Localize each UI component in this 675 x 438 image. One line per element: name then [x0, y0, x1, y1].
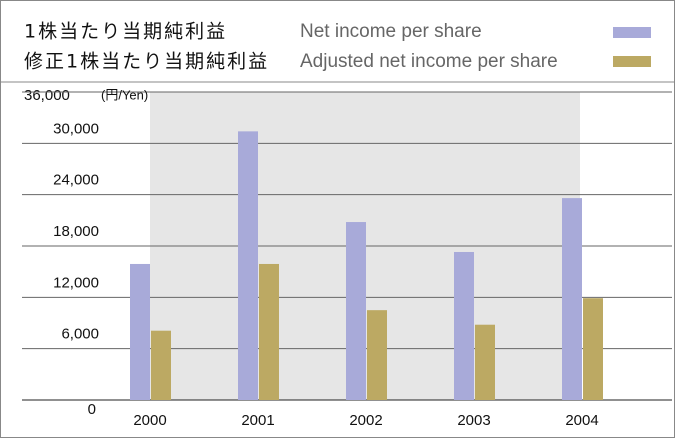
x-tick-label: 2003: [457, 412, 490, 429]
bar: [583, 298, 603, 400]
bar: [454, 251, 474, 400]
y-unit-label: (円/Yen): [101, 87, 148, 102]
bar: [259, 263, 279, 400]
bar: [130, 263, 150, 400]
y-tick-label: 12,000: [53, 274, 99, 291]
legend-label-ja: 修正1株当たり当期純利益: [24, 51, 269, 73]
y-tick-label: 18,000: [53, 223, 99, 240]
legend-label: Net income per share: [300, 21, 482, 42]
legend-label-ja: 1株当たり当期純利益: [24, 21, 227, 43]
legend-swatch: [613, 56, 651, 67]
legend-swatch: [613, 27, 651, 38]
bar: [562, 198, 582, 400]
bar: [346, 222, 366, 400]
x-tick-label: 2002: [349, 412, 382, 429]
legend-label: Adjusted net income per share: [300, 51, 558, 72]
y-tick-label: 0: [88, 401, 96, 418]
bar: [367, 310, 387, 400]
x-tick-label: 2001: [241, 412, 274, 429]
y-tick-label: 36,000: [24, 87, 70, 104]
bar: [151, 330, 171, 400]
y-tick-label: 24,000: [53, 172, 99, 189]
x-tick-label: 2000: [133, 412, 166, 429]
y-tick-label: 6,000: [61, 326, 99, 343]
bar: [475, 324, 495, 400]
y-tick-label: 30,000: [53, 120, 99, 137]
bar: [238, 131, 258, 400]
x-tick-label: 2004: [565, 412, 598, 429]
